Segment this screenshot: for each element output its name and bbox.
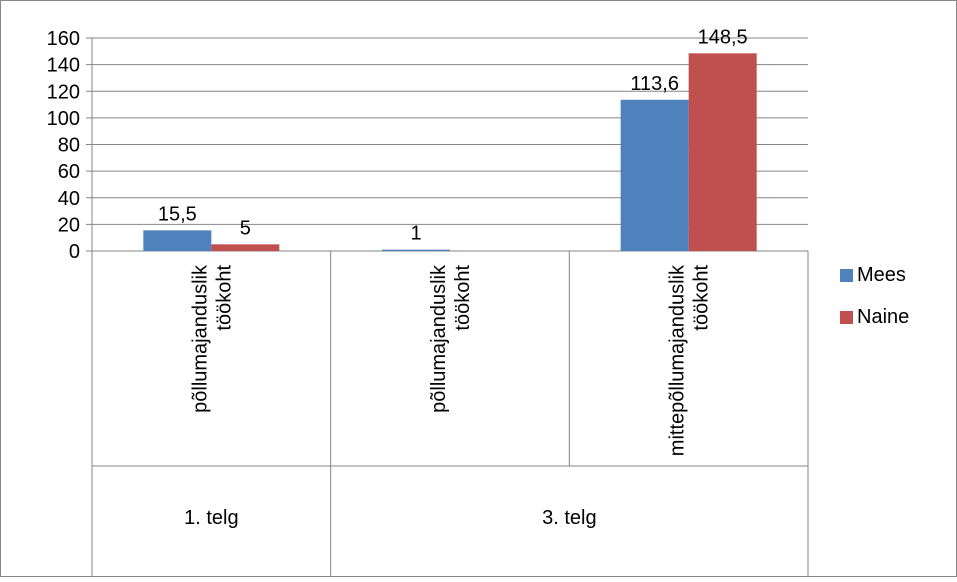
legend-swatch [840, 269, 853, 282]
data-labels: 15,5 1 113,6 5 148,5 [158, 26, 748, 244]
bar [382, 249, 450, 251]
category-label: mittepõllumajanduslik töökoht [667, 264, 713, 456]
y-axis-ticks: 0 20 40 60 80 100 120 140 160 [47, 28, 80, 263]
category-label-line: mittepõllumajanduslik [667, 264, 689, 456]
y-tick-label: 60 [58, 161, 80, 183]
legend-label: Naine [857, 306, 909, 328]
data-label: 113,6 [630, 73, 679, 95]
y-tick-label: 0 [69, 241, 80, 263]
y-tick-label: 120 [47, 81, 80, 103]
bar [688, 53, 757, 252]
legend: Mees Naine [840, 264, 909, 328]
category-label-line: töökoht [213, 265, 235, 331]
bar [143, 230, 212, 251]
y-tick-label: 160 [47, 28, 80, 50]
gridlines [86, 37, 808, 252]
bar [620, 99, 689, 252]
group-label: 1. telg [184, 507, 238, 529]
legend-swatch [840, 311, 853, 324]
y-tick-label: 40 [58, 188, 80, 210]
y-tick-label: 80 [58, 135, 80, 157]
bars [143, 53, 757, 252]
category-label: põllumajanduslik töökoht [428, 264, 474, 413]
data-label: 15,5 [158, 203, 197, 225]
category-axis: põllumajanduslik töökoht põllumajanduslik t… [91, 38, 809, 576]
category-label-line: töökoht [691, 265, 713, 331]
data-label: 148,5 [698, 26, 748, 48]
category-label-line: põllumajanduslik [428, 264, 450, 413]
category-label-line: töökoht [452, 265, 474, 331]
y-tick-label: 140 [47, 55, 80, 77]
data-label: 5 [240, 217, 251, 239]
y-tick-label: 20 [58, 214, 80, 236]
group-label: 3. telg [542, 507, 596, 529]
category-label: põllumajanduslik töökoht [189, 264, 235, 413]
y-tick-label: 100 [47, 108, 80, 130]
data-label: 1 [410, 223, 421, 245]
category-label-line: põllumajanduslik [189, 264, 211, 413]
legend-label: Mees [857, 264, 906, 286]
bar [211, 244, 280, 251]
